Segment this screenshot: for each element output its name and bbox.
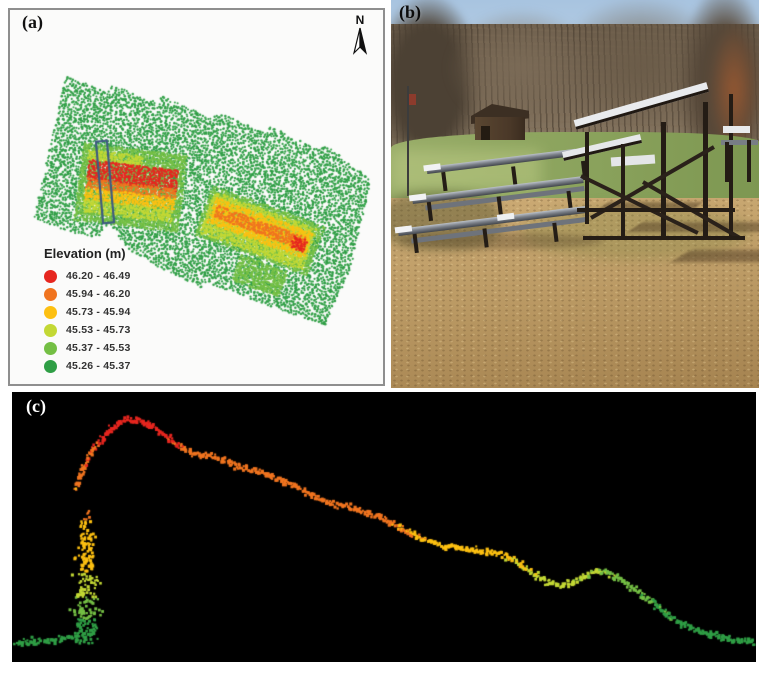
legend-row: 45.26 - 45.37 bbox=[44, 357, 130, 375]
shed-door bbox=[481, 126, 490, 140]
bleacher-bar bbox=[583, 236, 745, 240]
bleacher-post bbox=[621, 144, 625, 236]
bleacher-post bbox=[703, 102, 708, 240]
bleacher-bar bbox=[577, 208, 735, 212]
far-bleacher-section bbox=[721, 126, 759, 182]
legend-class-label: 46.20 - 46.49 bbox=[66, 270, 131, 282]
flag bbox=[409, 94, 416, 105]
bleacher-seat bbox=[721, 140, 758, 145]
legend-color-swatch bbox=[44, 287, 57, 301]
panel-b-label: (b) bbox=[399, 2, 421, 22]
legend-row: 45.37 - 45.53 bbox=[44, 339, 130, 357]
bleacher-post bbox=[747, 140, 751, 182]
panel-c-elevation-profile: (c) bbox=[12, 392, 756, 662]
legend-class-label: 45.94 - 46.20 bbox=[66, 288, 131, 300]
panel-a-elevation-map: (a) N Elevation (m) 46.20 - 46.49 45.94 … bbox=[8, 8, 385, 386]
legend-row: 46.20 - 46.49 bbox=[44, 267, 130, 285]
legend-row: 45.94 - 46.20 bbox=[44, 285, 130, 303]
legend-color-swatch bbox=[44, 305, 57, 319]
flag-pole bbox=[407, 86, 409, 196]
legend-color-swatch bbox=[44, 269, 57, 283]
legend-row: 45.73 - 45.94 bbox=[44, 303, 130, 321]
legend-color-swatch bbox=[44, 359, 57, 373]
bench-end-cap bbox=[610, 154, 656, 167]
north-arrow: N bbox=[347, 14, 373, 61]
legend-row: 45.53 - 45.73 bbox=[44, 321, 130, 339]
bleacher-post bbox=[661, 122, 666, 238]
bleacher-post bbox=[725, 142, 729, 182]
panel-a-label: (a) bbox=[22, 12, 43, 32]
bleacher-post bbox=[729, 94, 733, 240]
legend-class-label: 45.26 - 45.37 bbox=[66, 360, 131, 372]
legend-class-label: 45.37 - 45.53 bbox=[66, 342, 131, 354]
elevation-legend: Elevation (m) 46.20 - 46.49 45.94 - 46.2… bbox=[44, 246, 130, 375]
north-label: N bbox=[355, 13, 365, 27]
panel-c-label: (c) bbox=[26, 396, 46, 416]
elevation-profile-canvas bbox=[12, 392, 756, 662]
legend-class-label: 45.53 - 45.73 bbox=[66, 324, 131, 336]
elevation-map-canvas bbox=[10, 10, 383, 384]
panel-b-photo-bleachers: (b) bbox=[391, 0, 759, 388]
bleacher-top-rail bbox=[573, 82, 710, 130]
legend-title: Elevation (m) bbox=[44, 246, 126, 261]
right-bleacher-frame bbox=[561, 82, 759, 256]
legend-color-swatch bbox=[44, 341, 57, 355]
bench-end-cap bbox=[723, 126, 750, 133]
legend-color-swatch bbox=[44, 323, 57, 337]
north-arrow-icon bbox=[352, 27, 368, 55]
legend-class-label: 45.73 - 45.94 bbox=[66, 306, 131, 318]
